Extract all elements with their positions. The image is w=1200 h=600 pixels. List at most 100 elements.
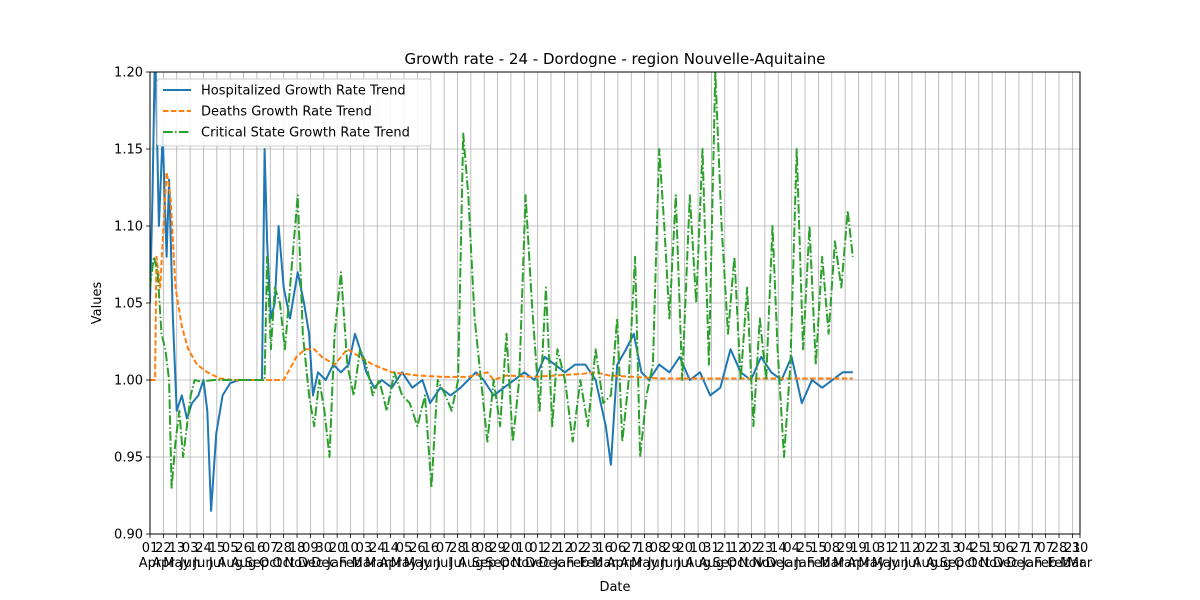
x-tick-month: Aug xyxy=(913,556,938,571)
x-tick-month: Aug xyxy=(218,556,243,571)
x-tick-label: 09 Dec xyxy=(298,541,323,571)
x-tick-month: Jul xyxy=(208,556,225,571)
x-tick-month: Oct xyxy=(954,556,976,571)
x-tick-label: 29 Jun xyxy=(660,541,681,571)
x-tick-date: 03 xyxy=(356,541,373,556)
x-tick-label: 20 Jan xyxy=(326,541,347,571)
x-tick-date: 18 xyxy=(636,541,653,556)
x-tick-date: 23 xyxy=(583,541,600,556)
x-tick-date: 01 xyxy=(142,541,159,556)
y-tick-label: 1.15 xyxy=(114,143,143,158)
x-tick-month: Oct xyxy=(727,556,749,571)
x-tick-date: 14 xyxy=(770,541,787,556)
x-tick-date: 06 xyxy=(997,541,1014,556)
x-axis-label: Date xyxy=(599,580,630,595)
x-tick-month: Sep xyxy=(940,556,965,571)
x-tick-label: 24 Mar xyxy=(365,541,390,571)
x-tick-label: 20 Jul xyxy=(676,541,693,571)
x-tick-month: Apr xyxy=(139,556,162,571)
x-tick-label: 16 Sep xyxy=(245,541,270,571)
x-tick-month: May xyxy=(631,556,658,571)
x-tick-month: Oct xyxy=(500,556,522,571)
y-tick-label: 0.95 xyxy=(114,451,143,466)
x-tick-label: 16 Jun xyxy=(420,541,441,571)
x-tick-month: Apr xyxy=(152,556,175,571)
x-tick-label: 30 Dec xyxy=(311,541,336,571)
x-tick-date: 18 xyxy=(463,541,480,556)
x-tick-month: Feb xyxy=(807,556,830,571)
x-tick-month: Feb xyxy=(1047,556,1070,571)
x-tick-date: 12 xyxy=(730,541,747,556)
x-tick-date: 28 xyxy=(449,541,466,556)
x-tick-month: Aug xyxy=(231,556,256,571)
x-tick-date: 16 xyxy=(596,541,613,556)
x-tick-date: 12 xyxy=(556,541,573,556)
x-tick-date: 12 xyxy=(904,541,921,556)
x-tick-month: Sep xyxy=(472,556,497,571)
x-tick-month: Dec xyxy=(298,556,323,571)
x-tick-label: 29 Sep xyxy=(485,541,510,571)
x-tick-month: Aug xyxy=(685,556,710,571)
x-tick-date: 15 xyxy=(984,541,1001,556)
x-tick-label: 07 Oct xyxy=(259,541,281,571)
x-tick-date: 21 xyxy=(1064,541,1081,556)
x-tick-month: Aug xyxy=(458,556,483,571)
x-tick-date: 21 xyxy=(717,541,734,556)
x-tick-label: 02 Feb xyxy=(566,541,589,571)
series-line-1 xyxy=(150,72,853,512)
x-tick-label: 21 Mar xyxy=(1060,541,1085,571)
x-tick-month: Sep xyxy=(245,556,270,571)
x-tick-month: May xyxy=(391,556,418,571)
x-tick-date: 04 xyxy=(783,541,800,556)
x-tick-date: 17 xyxy=(1024,541,1041,556)
x-tick-month: May xyxy=(404,556,431,571)
x-tick-month: Feb xyxy=(566,556,589,571)
y-tick-label: 1.20 xyxy=(114,66,143,81)
x-tick-date: 28 xyxy=(1051,541,1068,556)
x-tick-date: 10 xyxy=(690,541,707,556)
x-tick-label: 18 Nov xyxy=(284,541,310,571)
x-tick-label: 01 Apr xyxy=(139,541,162,571)
x-tick-month: Oct xyxy=(272,556,294,571)
x-tick-date: 04 xyxy=(957,541,974,556)
x-tick-month: Jul xyxy=(449,556,466,571)
x-tick-month: Dec xyxy=(993,556,1018,571)
x-tick-month: Jan xyxy=(781,556,802,571)
x-tick-month: Mar xyxy=(1068,556,1093,571)
x-tick-label: 21 Sep xyxy=(713,541,738,571)
series-lines xyxy=(150,72,854,512)
x-tick-date: 20 xyxy=(503,541,520,556)
x-tick-label: 04 Jan xyxy=(781,541,802,571)
x-tick-date: 23 xyxy=(930,541,947,556)
x-tick-label: 23 Aug xyxy=(926,541,951,571)
x-tick-month: Apr xyxy=(379,556,402,571)
x-tick-label: 15 Jul xyxy=(208,541,225,571)
x-tick-date: 29 xyxy=(663,541,680,556)
x-tick-month: Aug xyxy=(699,556,724,571)
x-tick-date: 29 xyxy=(837,541,854,556)
x-tick-date: 08 xyxy=(476,541,493,556)
x-tick-date: 22 xyxy=(155,541,172,556)
x-tick-label: 07 Feb xyxy=(1034,541,1057,571)
x-tick-label: 28 Oct xyxy=(272,541,294,571)
x-tick-month: Apr xyxy=(607,556,630,571)
x-tick-label: 30 Mar xyxy=(1068,541,1093,571)
x-tick-month: Jul xyxy=(435,556,452,571)
x-tick-label: 12 Oct xyxy=(727,541,749,571)
x-tick-month: Feb xyxy=(580,556,603,571)
chart-title: Growth rate - 24 - Dordogne - region Nou… xyxy=(404,50,825,68)
x-tick-label: 23 Nov xyxy=(752,541,778,571)
x-tick-label: 03 Mar xyxy=(352,541,377,571)
x-tick-date: 09 xyxy=(302,541,319,556)
x-tick-date: 10 xyxy=(342,541,359,556)
x-tick-month: Sep xyxy=(713,556,738,571)
x-tick-month: Mar xyxy=(833,556,858,571)
x-tick-date: 27 xyxy=(1011,541,1028,556)
x-tick-month: Dec xyxy=(311,556,336,571)
x-tick-date: 02 xyxy=(569,541,586,556)
legend-box xyxy=(156,78,432,147)
x-tick-date: 22 xyxy=(543,541,560,556)
y-tick-label: 1.05 xyxy=(114,297,143,312)
x-tick-date: 29 xyxy=(489,541,506,556)
x-tick-label: 08 Mar xyxy=(819,541,844,571)
